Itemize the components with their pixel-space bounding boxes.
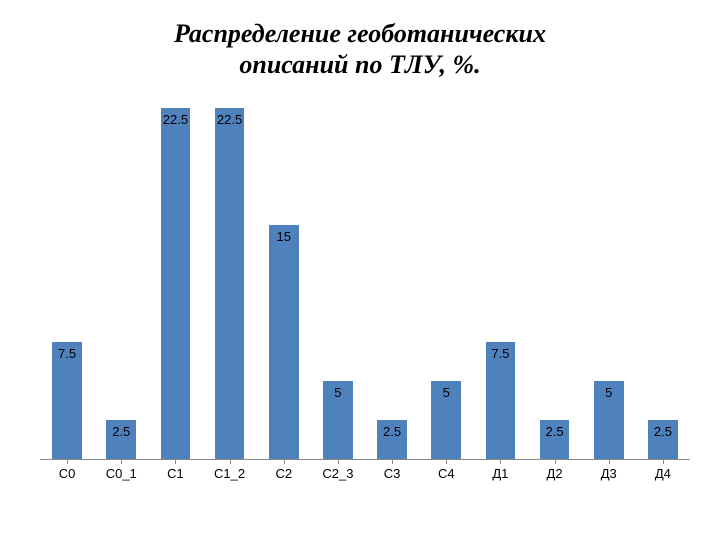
bar: 7.5 [52, 342, 82, 459]
title-line-2: описаний по ТЛУ, %. [239, 50, 480, 79]
chart-title: Распределение геоботанических описаний п… [0, 0, 720, 80]
title-line-1: Распределение геоботанических [174, 19, 546, 48]
x-axis-label: С2 [275, 466, 292, 481]
bar: 5 [594, 381, 624, 459]
bar: 5 [431, 381, 461, 459]
bar: 7.5 [486, 342, 516, 459]
bar-value-label: 2.5 [546, 424, 564, 439]
x-axis-label: Д1 [492, 466, 508, 481]
bar-value-label: 7.5 [491, 346, 509, 361]
bar-value-label: 2.5 [383, 424, 401, 439]
bar-value-label: 7.5 [58, 346, 76, 361]
bar: 2.5 [106, 420, 136, 459]
x-axis-label: Д2 [547, 466, 563, 481]
x-axis-label: С0_1 [106, 466, 137, 481]
plot-area: 7.5 2.5 22.5 22.5 15 5 2.5 5 7.5 2.5 5 2.5 [40, 100, 690, 460]
x-axis-label: С2_3 [322, 466, 353, 481]
bar-value-label: 22.5 [163, 112, 188, 127]
x-axis-label: Д4 [655, 466, 671, 481]
x-axis-label: С4 [438, 466, 455, 481]
bar-value-label: 2.5 [112, 424, 130, 439]
bar: 2.5 [648, 420, 678, 459]
x-axis-label: С0 [59, 466, 76, 481]
bar-value-label: 2.5 [654, 424, 672, 439]
bar-value-label: 5 [605, 385, 612, 400]
bar: 2.5 [540, 420, 570, 459]
x-axis-label: С1 [167, 466, 184, 481]
bar: 2.5 [377, 420, 407, 459]
bar: 15 [269, 225, 299, 459]
bar-value-label: 5 [443, 385, 450, 400]
bar-value-label: 15 [277, 229, 291, 244]
bar-value-label: 22.5 [217, 112, 242, 127]
slide: Распределение геоботанических описаний п… [0, 0, 720, 540]
bar-value-label: 5 [334, 385, 341, 400]
bar: 5 [323, 381, 353, 459]
bar: 22.5 [161, 108, 191, 459]
x-axis-label: С3 [384, 466, 401, 481]
bar-chart: 7.5 2.5 22.5 22.5 15 5 2.5 5 7.5 2.5 5 2.5 С0 С0_1 С1… [40, 100, 690, 490]
bar: 22.5 [215, 108, 245, 459]
x-axis-label: С1_2 [214, 466, 245, 481]
x-axis-label: Д3 [601, 466, 617, 481]
x-axis-labels: С0 С0_1 С1 С1_2 С2 С2_3 С3 С4 Д1 Д2 Д3 Д4 [40, 460, 690, 490]
